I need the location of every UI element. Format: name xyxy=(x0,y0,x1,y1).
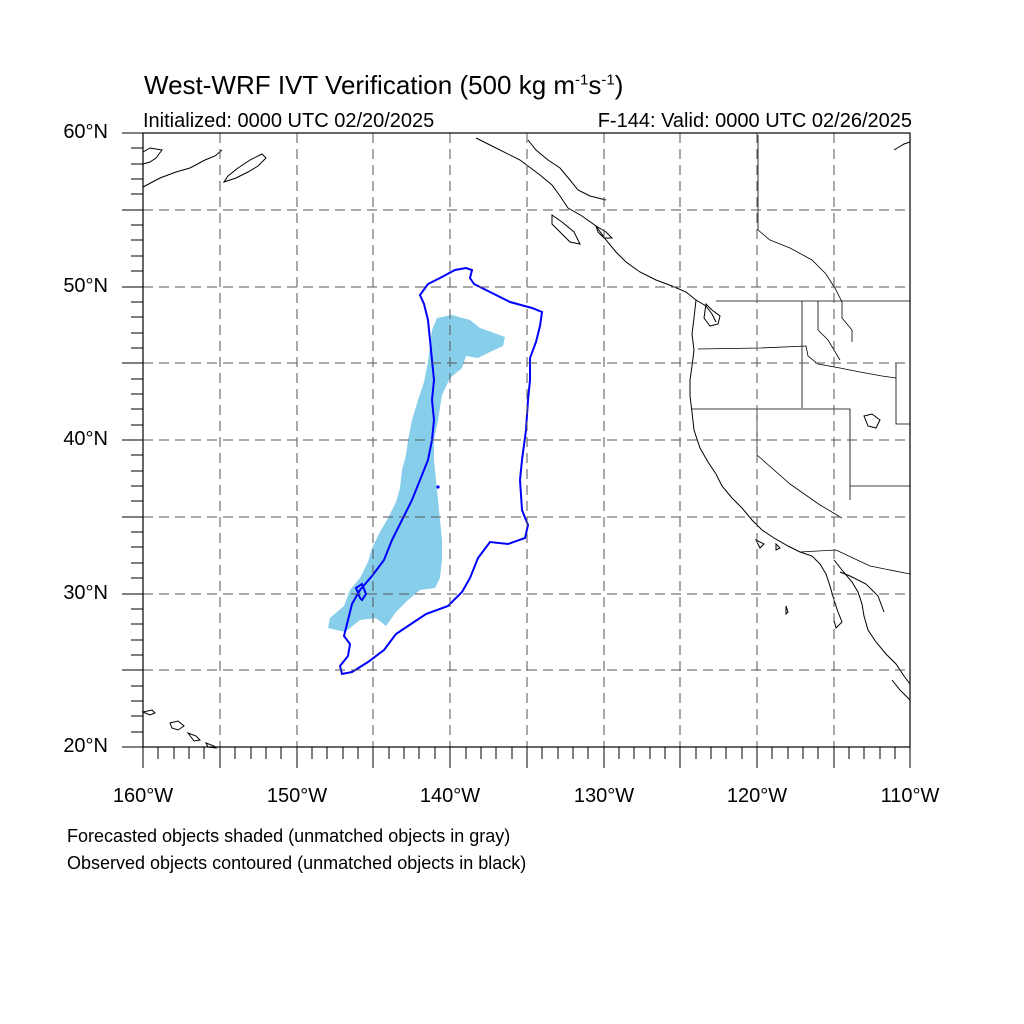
lon-label-160w: 160°W xyxy=(112,785,174,807)
initialized-time: Initialized: 0000 UTC 02/20/2025 xyxy=(143,110,435,132)
forecast-note: Forecasted objects shaded (unmatched obj… xyxy=(67,826,511,846)
lon-label-120w: 120°W xyxy=(726,785,788,807)
lon-label-110w: 110°W xyxy=(880,785,940,807)
lat-label-60n: 60°N xyxy=(63,121,108,143)
lat-label-30n: 30°N xyxy=(63,582,108,604)
map-title: West-WRF IVT Verification (500 kg m-1s-1… xyxy=(144,70,624,100)
gridlines xyxy=(143,133,910,747)
valid-time: F-144: Valid: 0000 UTC 02/26/2025 xyxy=(597,110,912,132)
lon-label-140w: 140°W xyxy=(419,785,481,807)
longitude-ticks xyxy=(142,747,911,768)
lat-label-20n: 20°N xyxy=(63,735,108,757)
observed-note: Observed objects contoured (unmatched ob… xyxy=(67,853,527,873)
political-borders xyxy=(692,135,911,575)
observed-object-dot xyxy=(436,485,440,489)
lon-label-150w: 150°W xyxy=(266,785,328,807)
lon-label-130w: 130°W xyxy=(573,785,635,807)
lat-label-50n: 50°N xyxy=(63,275,108,297)
latitude-ticks xyxy=(122,132,143,748)
observed-object-detail xyxy=(354,582,368,602)
observed-object-contour xyxy=(338,266,544,676)
lat-label-40n: 40°N xyxy=(63,428,108,450)
forecast-object xyxy=(328,315,505,632)
